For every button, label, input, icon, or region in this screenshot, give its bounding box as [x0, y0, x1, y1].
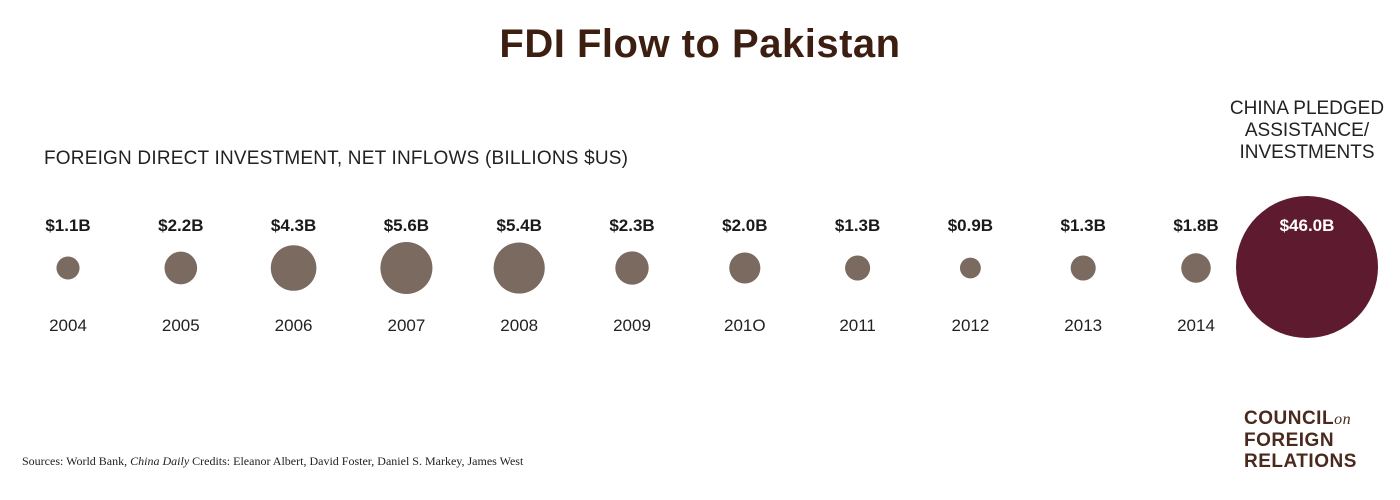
- year-label-2007: 2007: [387, 316, 425, 335]
- bubble-2009: [615, 251, 649, 285]
- china-value-label: $46.0B: [1280, 216, 1335, 235]
- value-label-2008: $5.4B: [497, 216, 542, 235]
- year-label-2005: 2005: [162, 316, 200, 335]
- logo-council: COUNCIL: [1244, 408, 1335, 429]
- cfr-logo: COUNCILon FOREIGN RELATIONS: [1244, 408, 1357, 472]
- value-label-201O: $2.0B: [722, 216, 767, 235]
- bubble-2005: [164, 251, 198, 285]
- bubble-2012: [959, 257, 981, 279]
- year-label-2012: 2012: [951, 316, 989, 335]
- value-label-2009: $2.3B: [609, 216, 654, 235]
- year-label-2008: 2008: [500, 316, 538, 335]
- china-label-line: INVESTMENTS: [1239, 142, 1375, 163]
- bubble-2014: [1181, 253, 1211, 283]
- sources-text: Sources: World Bank,: [22, 454, 131, 468]
- year-label-2006: 2006: [275, 316, 313, 335]
- china-pledged-bubble: [1236, 196, 1378, 338]
- value-label-2004: $1.1B: [45, 216, 90, 235]
- china-label-line: ASSISTANCE/: [1244, 120, 1370, 141]
- bubble-201O: [729, 252, 761, 284]
- value-label-2014: $1.8B: [1173, 216, 1218, 235]
- year-label-2013: 2013: [1064, 316, 1102, 335]
- sources-italic: China Daily: [130, 454, 190, 468]
- year-label-2009: 2009: [613, 316, 651, 335]
- value-label-2005: $2.2B: [158, 216, 203, 235]
- value-label-2012: $0.9B: [948, 216, 993, 235]
- bubble-2004: [56, 256, 80, 280]
- chart-subtitle: FOREIGN DIRECT INVESTMENT, NET INFLOWS (…: [44, 148, 629, 169]
- logo-foreign: FOREIGN: [1244, 430, 1335, 451]
- value-label-2006: $4.3B: [271, 216, 316, 235]
- bubble-2013: [1070, 255, 1096, 281]
- value-label-2013: $1.3B: [1061, 216, 1106, 235]
- value-label-2011: $1.3B: [835, 216, 880, 235]
- year-label-2011: 2011: [839, 316, 876, 335]
- value-label-2007: $5.6B: [384, 216, 429, 235]
- chart-title: FDI Flow to Pakistan: [499, 22, 901, 66]
- logo-relations: RELATIONS: [1244, 451, 1357, 472]
- bubble-2006: [270, 245, 317, 291]
- china-label-line: CHINA PLEDGED: [1229, 98, 1385, 119]
- sources-credits: Sources: World Bank, China Daily Credits…: [22, 454, 523, 469]
- bubble-2007: [380, 241, 433, 295]
- year-label-201O: 201O: [724, 316, 766, 335]
- bubble-2008: [493, 242, 545, 294]
- china-pledged-label: CHINA PLEDGED ASSISTANCE/ INVESTMENTS: [1218, 98, 1396, 164]
- bubble-2011: [845, 255, 871, 281]
- credits-text: Credits: Eleanor Albert, David Foster, D…: [189, 454, 524, 468]
- year-label-2004: 2004: [49, 316, 87, 335]
- logo-on: on: [1334, 411, 1352, 428]
- year-label-2014: 2014: [1177, 316, 1215, 335]
